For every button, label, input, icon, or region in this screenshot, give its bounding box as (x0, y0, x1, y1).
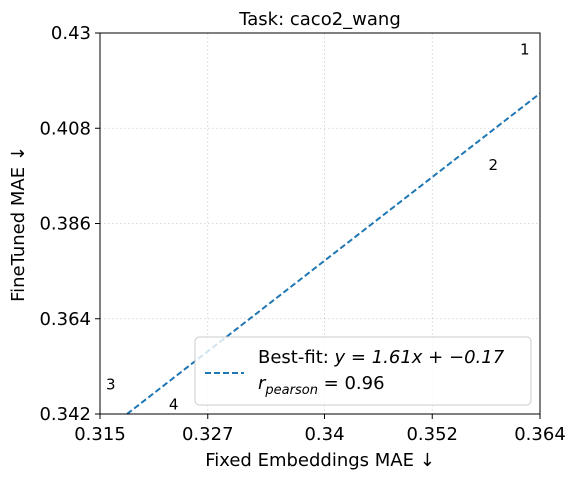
y-tick-label: 0.342 (39, 404, 91, 425)
point-label: 1 (520, 40, 530, 58)
fit-line (126, 92, 541, 415)
y-tick-label: 0.408 (39, 118, 91, 139)
x-tick-label: 0.327 (182, 424, 234, 445)
y-tick-label: 0.386 (39, 214, 91, 235)
point-label: 3 (106, 376, 116, 394)
legend-pearson-subscript: pearson (264, 383, 318, 398)
legend-entry-pearson: rpearson = 0.96 (258, 373, 385, 398)
x-tick-label: 0.364 (514, 424, 566, 445)
legend-entry-fit: Best-fit: y = 1.61x + −0.17 (258, 347, 505, 368)
y-tick-label: 0.364 (39, 309, 91, 330)
x-axis-ticks: 0.315 0.327 0.34 0.352 0.364 (74, 414, 566, 445)
point-label: 4 (169, 395, 179, 413)
x-axis-label: Fixed Embeddings MAE ↓ (205, 450, 435, 471)
legend-pearson-symbol: r (258, 373, 267, 394)
legend-fit-prefix: Best-fit: (258, 347, 335, 368)
point-label: 2 (489, 156, 499, 174)
y-axis-ticks: 0.342 0.364 0.386 0.408 0.43 (39, 23, 100, 425)
x-tick-label: 0.34 (304, 424, 344, 445)
y-tick-label: 0.43 (51, 23, 91, 44)
legend-pearson-value: = 0.96 (318, 373, 385, 394)
legend-box (194, 336, 532, 406)
chart-title: Task: caco2_wang (238, 9, 401, 30)
y-axis-label: FineTuned MAE ↓ (8, 146, 29, 302)
legend-fit-formula: y = 1.61x + −0.17 (334, 347, 505, 368)
x-tick-label: 0.315 (74, 424, 126, 445)
point-labels: 1 2 3 4 (106, 40, 530, 413)
x-tick-label: 0.352 (406, 424, 458, 445)
fit-line-group (126, 92, 541, 415)
legend: Best-fit: y = 1.61x + −0.17 rpearson = 0… (194, 336, 532, 406)
